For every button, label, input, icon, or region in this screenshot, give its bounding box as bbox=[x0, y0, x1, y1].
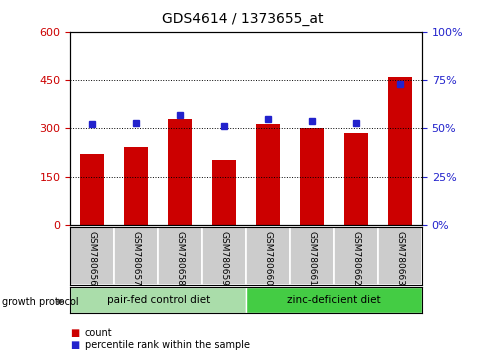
Text: GSM780659: GSM780659 bbox=[219, 231, 228, 286]
Bar bbox=[289, 227, 333, 285]
Text: pair-fed control diet: pair-fed control diet bbox=[106, 295, 210, 305]
Text: GSM780662: GSM780662 bbox=[351, 231, 360, 286]
Bar bbox=[158, 227, 202, 285]
Bar bbox=[343, 133, 367, 225]
Bar bbox=[70, 287, 245, 313]
Bar bbox=[300, 128, 323, 225]
Bar bbox=[168, 119, 192, 225]
Text: ■: ■ bbox=[70, 328, 79, 338]
Bar bbox=[114, 227, 158, 285]
Bar bbox=[80, 154, 104, 225]
Bar bbox=[387, 77, 411, 225]
Text: count: count bbox=[85, 328, 112, 338]
Bar bbox=[377, 227, 421, 285]
Text: GSM780661: GSM780661 bbox=[307, 231, 316, 286]
Bar bbox=[256, 124, 280, 225]
Text: percentile rank within the sample: percentile rank within the sample bbox=[85, 340, 249, 350]
Text: ■: ■ bbox=[70, 340, 79, 350]
Bar bbox=[70, 227, 114, 285]
Bar bbox=[202, 227, 245, 285]
Text: growth protocol: growth protocol bbox=[2, 297, 79, 307]
Text: GSM780658: GSM780658 bbox=[175, 231, 184, 286]
Text: zinc-deficient diet: zinc-deficient diet bbox=[287, 295, 380, 305]
Text: GSM780660: GSM780660 bbox=[263, 231, 272, 286]
Bar bbox=[333, 227, 377, 285]
Bar bbox=[212, 160, 236, 225]
Bar bbox=[245, 287, 421, 313]
Text: GSM780663: GSM780663 bbox=[394, 231, 404, 286]
Bar bbox=[245, 227, 289, 285]
Text: GSM780657: GSM780657 bbox=[132, 231, 140, 286]
Text: GDS4614 / 1373655_at: GDS4614 / 1373655_at bbox=[162, 12, 322, 27]
Bar bbox=[124, 147, 148, 225]
Text: GSM780656: GSM780656 bbox=[88, 231, 97, 286]
